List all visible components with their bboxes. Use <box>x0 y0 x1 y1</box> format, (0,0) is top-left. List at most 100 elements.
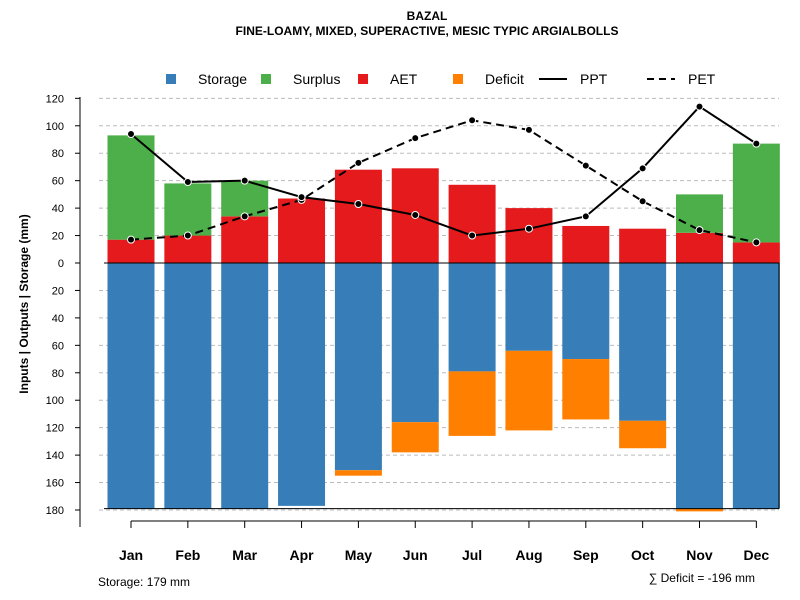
x-tick-label: Jan <box>119 547 143 563</box>
bar-deficit-sep <box>562 359 610 420</box>
pet-point <box>127 235 135 244</box>
bar-aet-jan <box>107 239 155 263</box>
pet-line <box>130 119 757 244</box>
pet-point <box>354 158 363 167</box>
x-tick-label: Nov <box>686 547 713 563</box>
x-tick-label: Jun <box>403 547 428 563</box>
bar-aet-sep <box>562 225 610 263</box>
x-tick-label: Sep <box>573 547 599 563</box>
ppt-point <box>127 130 135 139</box>
bar-surplus-dec <box>732 143 780 243</box>
bar-storage-jun <box>391 263 439 423</box>
ppt-point <box>524 224 533 233</box>
ppt-point <box>468 231 477 240</box>
pet-point <box>581 161 590 170</box>
y-tick-label: 80 <box>52 148 64 160</box>
y-axis-label: Inputs | Outputs | Storage (mm) <box>17 214 31 393</box>
y-tick-label: 60 <box>52 340 64 352</box>
y-tick-label: 40 <box>52 203 64 215</box>
pet-point <box>752 238 761 247</box>
legend-item-surplus: Surplus <box>261 71 340 87</box>
x-tick-label: Jul <box>462 547 482 563</box>
ppt-point <box>354 199 363 208</box>
legend-item-aet: AET <box>358 71 418 87</box>
bar-storage-jan <box>107 263 155 509</box>
bar-deficit-may <box>334 470 382 476</box>
pet-point <box>524 125 533 134</box>
bar-deficit-jul <box>448 371 496 436</box>
chart-subtitle: FINE-LOAMY, MIXED, SUPERACTIVE, MESIC TY… <box>236 24 619 38</box>
chart-title: BAZAL <box>407 9 448 23</box>
legend-label: PET <box>688 71 716 87</box>
bar-deficit-jun <box>391 422 439 453</box>
bar-aet-may <box>334 169 382 263</box>
legend-item-storage: Storage <box>166 71 247 87</box>
legend: Storage Surplus AET Deficit PPT PET <box>166 71 716 87</box>
bars <box>104 135 780 512</box>
lines <box>127 102 761 247</box>
ppt-point <box>638 164 647 173</box>
y-tick-label: 100 <box>46 121 64 133</box>
bar-storage-may <box>334 263 382 471</box>
bar-deficit-nov <box>676 508 723 512</box>
ppt-line <box>130 105 757 237</box>
bar-surplus-jan <box>107 135 155 240</box>
legend-item-ppt: PPT <box>539 71 608 87</box>
y-tick-label: 140 <box>46 450 64 462</box>
y-tick-label: 100 <box>46 395 64 407</box>
x-tick-label: Dec <box>744 547 770 563</box>
pet-point <box>695 226 704 235</box>
legend-swatch <box>358 74 368 84</box>
pet-point <box>411 134 420 143</box>
legend-swatch <box>261 74 271 84</box>
bar-aet-dec <box>732 242 780 263</box>
ppt-point <box>240 176 249 185</box>
legend-swatch <box>166 74 176 84</box>
y-tick-label: 20 <box>52 285 64 297</box>
bar-deficit-aug <box>505 350 553 431</box>
legend-label: AET <box>390 71 418 87</box>
bar-aet-apr <box>278 198 326 263</box>
bar-storage-aug <box>505 263 553 351</box>
bar-surplus-mar <box>221 180 269 217</box>
gridlines <box>99 97 779 511</box>
y-tick-label: 40 <box>52 313 64 325</box>
x-tick-label: Aug <box>515 547 542 563</box>
bar-storage-mar <box>221 263 269 509</box>
bar-storage-nov <box>676 263 723 509</box>
bar-aet-oct <box>619 228 667 263</box>
legend-label: Storage <box>198 71 247 87</box>
x-tick-label: Apr <box>289 547 314 563</box>
y-tick-label: 0 <box>58 258 64 270</box>
y-tick-label: 120 <box>46 423 64 435</box>
bar-storage-apr <box>278 263 326 506</box>
ppt-point <box>752 139 761 148</box>
bar-storage-jul <box>448 263 496 372</box>
bar-aet-nov <box>676 232 723 263</box>
legend-item-pet: PET <box>647 71 716 87</box>
bar-surplus-feb <box>164 183 212 236</box>
pet-point <box>183 231 192 240</box>
ppt-point <box>695 102 704 111</box>
bar-storage-oct <box>619 263 667 421</box>
ppt-point <box>297 193 306 202</box>
x-tick-label: Mar <box>232 547 257 563</box>
y-tick-label: 60 <box>52 176 64 188</box>
bar-aet-feb <box>164 235 212 263</box>
ppt-point <box>183 178 192 187</box>
x-tick-label: Oct <box>631 547 655 563</box>
y-tick-label: 180 <box>46 505 64 517</box>
y-tick-label: 160 <box>46 478 64 490</box>
legend-label: Surplus <box>293 71 340 87</box>
bar-aet-mar <box>221 216 269 263</box>
axes: 120 100 80 60 40 20 0 20 40 60 80 100 120 140 160 180 Ja… <box>46 93 770 563</box>
y-tick-label: 80 <box>52 368 64 380</box>
bar-aet-jul <box>448 184 496 263</box>
legend-label: PPT <box>580 71 608 87</box>
pet-point <box>638 197 647 206</box>
deficit-note: ∑ Deficit = -196 mm <box>649 571 755 585</box>
ppt-point <box>581 212 590 221</box>
bar-storage-sep <box>562 263 610 360</box>
legend-swatch <box>453 74 463 84</box>
